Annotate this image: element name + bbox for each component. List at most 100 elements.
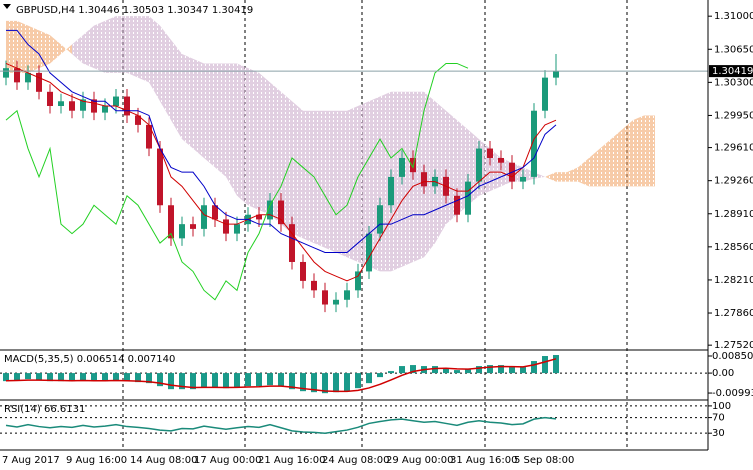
histogram-bar bbox=[289, 373, 295, 390]
candle-body bbox=[399, 157, 405, 177]
y-tick-label: 1.27520 bbox=[714, 340, 753, 351]
histogram-bar bbox=[102, 373, 108, 382]
x-tick-label: 17 Aug 00:00 bbox=[194, 455, 261, 466]
candle-body bbox=[300, 261, 306, 281]
candle-body bbox=[234, 224, 240, 234]
cloud-texture bbox=[424, 91, 435, 258]
histogram-bar bbox=[487, 365, 493, 374]
histogram-bar bbox=[542, 356, 548, 374]
candle-body bbox=[520, 176, 526, 182]
histogram-bar bbox=[465, 369, 471, 374]
histogram-bar bbox=[245, 373, 251, 387]
indicator-line bbox=[5, 62, 469, 301]
cloud-texture bbox=[644, 115, 655, 187]
candle-body bbox=[69, 101, 75, 111]
y-tick-label: 1.29260 bbox=[714, 176, 753, 187]
x-tick-label: 29 Aug 00:00 bbox=[386, 455, 453, 466]
histogram-bar bbox=[190, 373, 196, 390]
candle-body bbox=[3, 68, 9, 78]
candle-body bbox=[190, 224, 196, 229]
candle-body bbox=[333, 299, 339, 305]
histogram-bar bbox=[454, 370, 460, 374]
histogram-bar bbox=[36, 373, 42, 381]
histogram-bar bbox=[344, 373, 350, 392]
last-price-box bbox=[709, 65, 753, 78]
candle-body bbox=[47, 91, 53, 106]
cloud-texture bbox=[215, 63, 226, 177]
candle-body bbox=[366, 233, 372, 272]
candle-body bbox=[487, 148, 493, 158]
cloud-texture bbox=[578, 157, 589, 187]
cloud-texture bbox=[149, 16, 160, 102]
candle-body bbox=[465, 181, 471, 215]
y-tick-label: 1.28560 bbox=[714, 242, 753, 253]
candle-body bbox=[531, 110, 537, 177]
menu-arrow bbox=[3, 4, 11, 9]
cloud-texture bbox=[567, 167, 578, 182]
candle-body bbox=[80, 99, 86, 111]
histogram-bar bbox=[25, 373, 31, 380]
y-tick-label: 1.28910 bbox=[714, 209, 753, 220]
cloud-texture bbox=[138, 16, 149, 83]
histogram-bar bbox=[531, 361, 537, 374]
y-tick-label: 1.31000 bbox=[714, 11, 753, 22]
cloud-texture bbox=[105, 16, 116, 73]
cloud-texture bbox=[589, 148, 600, 187]
candle-body bbox=[14, 68, 20, 83]
rsi-title: RSI(14) 66.6131 bbox=[4, 404, 85, 415]
x-tick-label: 9 Aug 16:00 bbox=[66, 455, 127, 466]
x-tick-label: 24 Aug 08:00 bbox=[322, 455, 389, 466]
histogram-bar bbox=[256, 373, 262, 387]
y-tick-label: 30 bbox=[712, 428, 725, 439]
x-tick-label: 31 Aug 16:00 bbox=[450, 455, 517, 466]
histogram-bar bbox=[267, 373, 273, 386]
cloud-texture bbox=[391, 91, 402, 272]
candle-body bbox=[135, 115, 141, 125]
candle-body bbox=[322, 290, 328, 305]
candle-body bbox=[344, 290, 350, 300]
candle-body bbox=[454, 195, 460, 215]
cloud-texture bbox=[347, 105, 358, 262]
y-tick-label: 100 bbox=[712, 401, 731, 412]
signal-line bbox=[5, 358, 557, 393]
y-tick-label: 1.30650 bbox=[714, 44, 753, 55]
candle-body bbox=[498, 157, 504, 163]
candle-body bbox=[201, 205, 207, 229]
cloud-texture bbox=[237, 63, 248, 206]
cloud-texture bbox=[336, 110, 347, 258]
histogram-bar bbox=[399, 366, 405, 374]
x-tick-label: 5 Sep 08:00 bbox=[514, 455, 574, 466]
cloud-texture bbox=[633, 115, 644, 187]
cloud-texture bbox=[182, 53, 193, 149]
histogram-bar bbox=[58, 373, 64, 382]
histogram-bar bbox=[223, 373, 229, 389]
cloud-texture bbox=[325, 110, 336, 253]
histogram-bar bbox=[520, 367, 526, 374]
candle-body bbox=[36, 72, 42, 92]
candle-body bbox=[311, 280, 317, 291]
histogram-bar bbox=[553, 355, 559, 374]
histogram-bar bbox=[509, 367, 515, 374]
candle-body bbox=[388, 176, 394, 206]
histogram-bar bbox=[443, 368, 449, 374]
x-tick-label: 21 Aug 16:00 bbox=[258, 455, 325, 466]
cloud-texture bbox=[259, 72, 270, 215]
cloud-texture bbox=[171, 39, 182, 140]
histogram-bar bbox=[311, 373, 317, 393]
histogram-bar bbox=[47, 373, 53, 382]
cloud-texture bbox=[281, 91, 292, 234]
x-tick-label: 7 Aug 2017 bbox=[2, 455, 60, 466]
cloud-texture bbox=[116, 16, 127, 73]
cloud-texture bbox=[292, 101, 303, 239]
cloud-texture bbox=[248, 68, 259, 210]
histogram-bar bbox=[377, 373, 383, 378]
cloud-texture bbox=[17, 20, 28, 73]
candle-body bbox=[377, 205, 383, 234]
candle-body bbox=[179, 224, 185, 239]
histogram-bar bbox=[432, 366, 438, 374]
cloud-texture bbox=[611, 129, 622, 187]
cloud-texture bbox=[270, 82, 281, 225]
histogram-bar bbox=[410, 365, 416, 374]
histogram-bar bbox=[3, 373, 9, 382]
cloud-texture bbox=[83, 25, 94, 69]
